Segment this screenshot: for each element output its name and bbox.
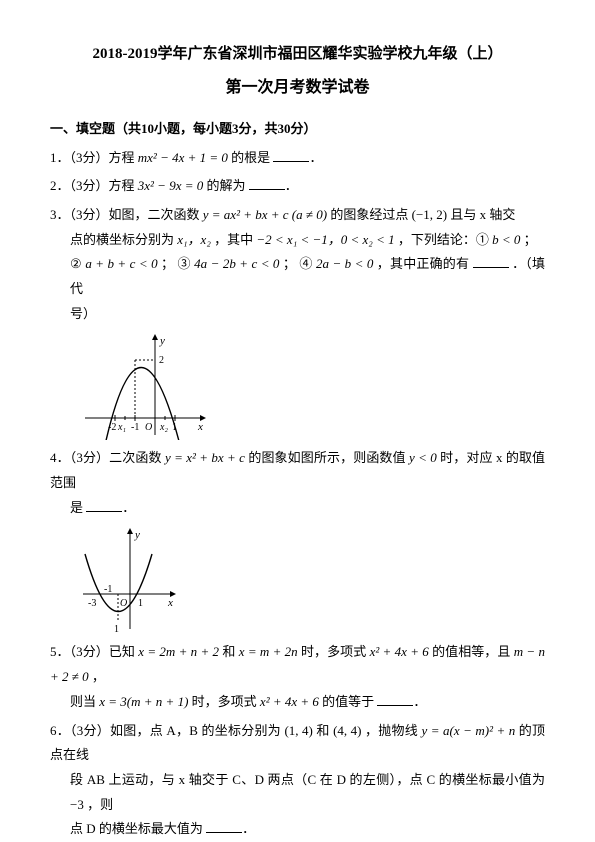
q4-l2: 是 [70, 500, 83, 515]
q3-l2a: 点的横坐标分别为 [70, 232, 174, 247]
q1-blank [273, 149, 309, 162]
q5-l1c: 和 [222, 644, 235, 659]
fig4-one-bottom: 1 [114, 624, 119, 634]
q3-blank [473, 256, 509, 269]
q5-l1b: x = 2m + n + 2 [138, 644, 219, 659]
q6-l1b: (1, 4) [284, 723, 312, 738]
q6-line3: 点 D 的横坐标最大值为 ． [50, 817, 545, 842]
q2-expr: 3x² − 9x = 0 [138, 178, 203, 193]
q3-l3a: ② [70, 256, 82, 271]
fig3-y-label: y [159, 335, 165, 347]
q5-l2b: x = 3(m + n + 1) [99, 694, 188, 709]
q3-l3d: 4a − 2b + c < 0 [194, 256, 279, 271]
fig3-one: 1 [172, 422, 177, 433]
q6-l2c: ，则 [87, 797, 113, 812]
q3-l2rng: −2 < x₁ < −1，0 < x₂ < 1 [256, 232, 394, 247]
fig4-y-label: y [134, 529, 140, 541]
q6-l1a: 6．（3分）如图，点 A，B 的坐标分别为 [50, 723, 281, 738]
q4-line2: 是 ． [50, 496, 545, 521]
q6-l1e: ，抛物线 [365, 723, 418, 738]
q1-prefix: 1．（3分）方程 [50, 150, 135, 165]
q5-l1a: 5．（3分）已知 [50, 644, 135, 659]
q5-line2: 则当 x = 3(m + n + 1) 时，多项式 x² + 4x + 6 的值… [50, 690, 545, 715]
question-5: 5．（3分）已知 x = 2m + n + 2 和 x = m + 2n 时，多… [50, 640, 545, 714]
question-3: 3．（3分）如图，二次函数 y = ax² + bx + c (a ≠ 0) 的… [50, 203, 545, 326]
figure-q4: y x -3 1 O 1 -1 [50, 524, 545, 634]
q6-l3: 点 D 的横坐标最大值为 [70, 821, 203, 836]
q5-l2a: 则当 [70, 694, 96, 709]
question-2: 2．（3分）方程 3x² − 9x = 0 的解为 ． [50, 174, 545, 199]
q3-l1c: 且与 x 轴交 [450, 207, 515, 222]
q3-l2e: ； [524, 232, 537, 247]
fig4-O: O [120, 598, 127, 609]
q5-l1g: 的值相等，且 [432, 644, 510, 659]
q5-l1e: 时，多项式 [301, 644, 366, 659]
question-4: 4．（3分）二次函数 y = x² + bx + c 的图象如图所示，则函数值 … [50, 446, 545, 520]
fig3-m1: -1 [131, 422, 139, 433]
section-header: 一、填空题（共10小题，每小题3分，共30分） [50, 117, 545, 142]
q5-line1: 5．（3分）已知 x = 2m + n + 2 和 x = m + 2n 时，多… [50, 640, 545, 689]
q5-l1i: ， [92, 669, 105, 684]
q3-l3b: a + b + c < 0 [85, 256, 157, 271]
fig3-x1: x₁ [117, 422, 126, 433]
q5-l2e: 的值等于 [322, 694, 374, 709]
q4-l1a: 4．（3分）二次函数 [50, 450, 162, 465]
q3-l3g: ，其中正确的有 [377, 256, 469, 271]
q1-suffix: 的根是 [231, 150, 270, 165]
fig4-x-label: x [167, 597, 173, 609]
q3-l3f: 2a − b < 0 [316, 256, 373, 271]
q5-blank [377, 693, 413, 706]
q3-l2b: ，其中 [214, 232, 253, 247]
question-6: 6．（3分）如图，点 A，B 的坐标分别为 (1, 4) 和 (4, 4) ，抛… [50, 719, 545, 842]
q4-l1c: y < 0 [409, 450, 437, 465]
q2-blank [249, 178, 285, 191]
q3-l2c: ，下列结论：① [398, 232, 489, 247]
q3-l3c: ； ③ [161, 256, 191, 271]
q6-l2b: −3 [70, 797, 84, 812]
q5-l2c: 时，多项式 [192, 694, 257, 709]
q6-blank [206, 821, 242, 834]
q5-l2d: x² + 4x + 6 [260, 694, 319, 709]
fig3-two: 2 [159, 355, 164, 366]
q6-line2: 段 AB 上运动，与 x 轴交于 C、D 两点（C 在 D 的左侧），点 C 的… [50, 768, 545, 817]
q5-l1d: x = m + 2n [239, 644, 298, 659]
q3-line1: 3．（3分）如图，二次函数 y = ax² + bx + c (a ≠ 0) 的… [50, 203, 545, 228]
fig3-O: O [145, 422, 152, 433]
q2-prefix: 2．（3分）方程 [50, 178, 135, 193]
q6-l2a: 段 AB 上运动，与 x 轴交于 C、D 两点（C 在 D 的左侧），点 C 的… [70, 772, 545, 787]
q6-l1f: y = a(x − m)² + n [421, 723, 515, 738]
q3-line3: ② a + b + c < 0 ； ③ 4a − 2b + c < 0 ； ④ … [50, 252, 545, 301]
q3-l1expr: y = ax² + bx + c (a ≠ 0) [203, 207, 327, 222]
q3-line2: 点的横坐标分别为 x₁，x₂ ，其中 −2 < x₁ < −1，0 < x₂ <… [50, 228, 545, 253]
q3-l1pt: (−1, 2) [412, 207, 448, 222]
fig4-m3: -3 [88, 598, 96, 609]
q6-l1c: 和 [316, 723, 329, 738]
q6-l1d: (4, 4) [333, 723, 361, 738]
fig4-one: 1 [138, 598, 143, 609]
fig3-x2: x₂ [159, 422, 168, 433]
title-line2: 第一次月考数学试卷 [50, 73, 545, 103]
q3-l1b: 的图象经过点 [330, 207, 408, 222]
q4-blank [86, 499, 122, 512]
q3-l3e: ； ④ [283, 256, 313, 271]
q6-line1: 6．（3分）如图，点 A，B 的坐标分别为 (1, 4) 和 (4, 4) ，抛… [50, 719, 545, 768]
title-line1: 2018-2019学年广东省深圳市福田区耀华实验学校九年级（上） [50, 40, 545, 69]
q4-l1b: 的图象如图所示，则函数值 [248, 450, 405, 465]
q4-line1: 4．（3分）二次函数 y = x² + bx + c 的图象如图所示，则函数值 … [50, 446, 545, 495]
q3-line4: 号） [50, 302, 545, 327]
q5-l1f: x² + 4x + 6 [370, 644, 429, 659]
q1-expr: mx² − 4x + 1 = 0 [138, 150, 228, 165]
q3-l1a: 3．（3分）如图，二次函数 [50, 207, 200, 222]
figure-q3: y x 2 -2 -1 1 O x₁ x₂ [50, 330, 545, 440]
question-1: 1．（3分）方程 mx² − 4x + 1 = 0 的根是 ． [50, 146, 545, 171]
q3-l2d: b < 0 [492, 232, 520, 247]
fig3-x-label: x [197, 421, 203, 433]
fig3-m2: -2 [108, 422, 116, 433]
fig4-neg1: -1 [104, 584, 112, 595]
q3-l2x: x₁，x₂ [177, 232, 211, 247]
q4-l1expr: y = x² + bx + c [165, 450, 245, 465]
q2-suffix: 的解为 [207, 178, 246, 193]
